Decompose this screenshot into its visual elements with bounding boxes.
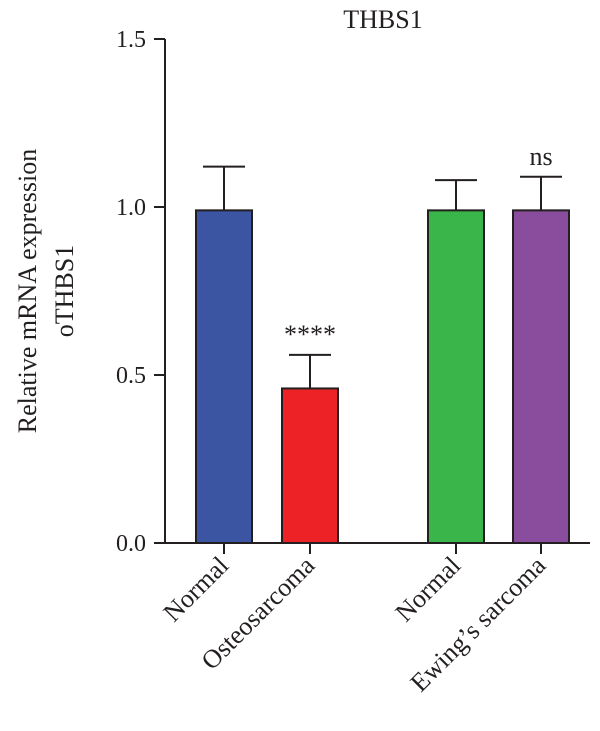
- error-bars: [203, 165, 562, 389]
- bar: [281, 387, 339, 544]
- y-axis: 0.0 0.5 1.0 1.5: [116, 27, 166, 557]
- error-bar: [435, 179, 477, 211]
- y-tick-label: 0.5: [116, 363, 146, 389]
- bar: [427, 209, 485, 545]
- significance-label: ****: [284, 320, 336, 349]
- y-tick-label: 0.0: [116, 531, 146, 557]
- bar: [512, 209, 570, 545]
- y-tick-label: 1.0: [116, 195, 146, 221]
- error-bar: [203, 165, 245, 211]
- significance-annotations: **** ns: [284, 142, 553, 349]
- y-axis-label-line-1: Relative mRNA expression: [13, 149, 42, 434]
- y-axis-label: Relative mRNA expression oTHBS1: [13, 149, 79, 434]
- error-bar: [520, 175, 562, 211]
- bars: [195, 209, 570, 545]
- category-label: Normal: [390, 551, 467, 628]
- y-axis-label-line-2: oTHBS1: [50, 245, 79, 337]
- error-bar: [289, 353, 331, 389]
- category-label: Normal: [158, 551, 235, 628]
- x-axis: [165, 542, 590, 554]
- significance-label: ns: [529, 142, 552, 171]
- y-tick-label: 1.5: [116, 27, 146, 53]
- bar: [195, 209, 253, 545]
- chart-title: THBS1: [343, 5, 422, 34]
